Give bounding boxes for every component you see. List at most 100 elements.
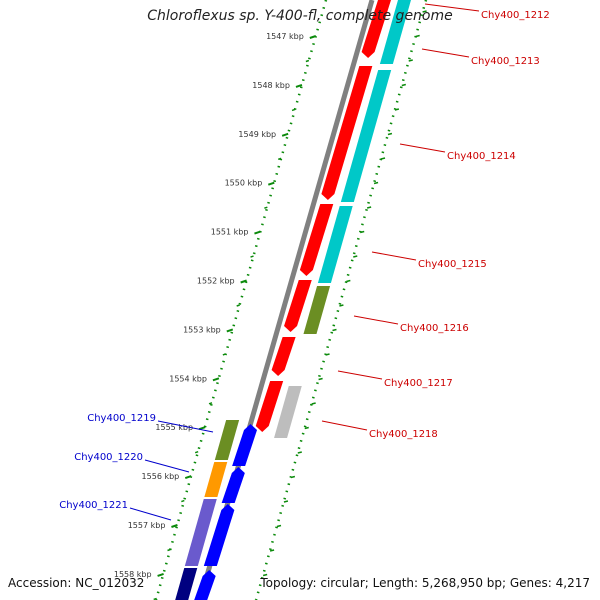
cds-block-chy400-1212: [361, 0, 391, 58]
ruler-tick-label: 1556 kbp: [142, 472, 180, 481]
outer-track-tick: [339, 304, 344, 307]
ruler-minor-tick: [208, 402, 213, 405]
outer-track-tick: [394, 108, 400, 111]
ruler-major-tick: [212, 377, 220, 382]
outer-track-tick: [360, 230, 365, 234]
feature-track: [175, 0, 411, 600]
ruler-tick-label: 1548 kbp: [252, 81, 290, 90]
leader-line: [144, 459, 190, 473]
outer-track-tick: [318, 377, 323, 381]
cog-block-chy400-1214: [340, 70, 392, 202]
ruler-major-tick: [157, 572, 164, 577]
outer-track-tick: [269, 549, 275, 552]
cog-block-chy400-1219: [214, 420, 240, 460]
cds-block-chy400-1214: [321, 66, 373, 200]
ruler-minor-tick: [153, 597, 157, 600]
leader-line: [321, 420, 368, 431]
ruler-major-tick: [254, 230, 261, 235]
ruler-tick-label: 1554 kbp: [169, 374, 207, 383]
outer-track-tick: [262, 573, 268, 577]
outer-track-tick: [373, 181, 379, 185]
gene-label-chy400-1216: Chy400_1216: [400, 323, 469, 334]
ruler-tick-label: 1547 kbp: [266, 32, 304, 41]
ruler-minor-tick: [264, 206, 268, 209]
outer-track-tick: [297, 451, 302, 454]
outer-track-tick: [332, 328, 337, 332]
leader-line: [371, 251, 417, 261]
ruler-tick-label: 1552 kbp: [197, 277, 235, 286]
outer-track-tick: [415, 34, 420, 38]
accession-text: Accession: NC_012032: [8, 576, 145, 590]
ruler-tick-label: 1558 kbp: [114, 570, 152, 579]
cds-block-chy400-1215: [299, 204, 334, 276]
cog-block-chy400-1216: [303, 286, 331, 334]
gene-label-chy400-1215: Chy400_1215: [418, 259, 487, 270]
ruler-minor-tick: [236, 304, 240, 307]
cog-block-chy400-1220: [204, 462, 228, 497]
outer-track-tick: [408, 59, 413, 62]
leader-line: [421, 48, 470, 58]
cds-block-chy400-1222: [194, 570, 216, 600]
ruler-major-tick: [171, 524, 178, 528]
cds-block-chy400-1216: [284, 280, 312, 332]
cds-block-chy400-1220: [221, 467, 245, 503]
gene-label-chy400-1213: Chy400_1213: [471, 56, 540, 67]
ruler-tick-label: 1551 kbp: [211, 228, 249, 237]
cog-block-chy400-1215: [317, 206, 353, 283]
outer-track-tick: [380, 157, 386, 160]
ruler-minor-tick: [291, 108, 296, 112]
ruler-tick-label: 1550 kbp: [225, 179, 263, 188]
outer-track-tick: [304, 426, 309, 430]
cds-block-chy400-1219: [232, 424, 258, 466]
cds-block-chy400-1217: [271, 337, 296, 376]
cds-block-chy400-1221: [203, 504, 235, 566]
ruler-minor-tick: [222, 353, 227, 356]
leader-line: [337, 370, 383, 380]
ruler-track: 1547 kbp 1548 kbp 1549 kbp 1550 kbp 1551 kbp…: [114, 10, 427, 600]
outer-track-tick: [401, 83, 406, 87]
gene-label-chy400-1212: Chy400_1212: [481, 10, 550, 21]
ruler-tick-label: 1557 kbp: [128, 521, 166, 530]
ruler-major-tick: [240, 279, 247, 284]
gene-label-chy400-1219: Chy400_1219: [87, 413, 156, 424]
cds-block-chy400-1218: [255, 381, 284, 432]
gene-label-chy400-1214: Chy400_1214: [447, 151, 516, 162]
leader-line: [129, 507, 172, 521]
outer-track-tick: [422, 10, 427, 13]
outer-track-tick: [276, 524, 282, 528]
gene-label-chy400-1217: Chy400_1217: [384, 378, 453, 389]
cog-block-chy400-1221: [184, 499, 217, 566]
outer-dotted-line: [254, 0, 428, 600]
outer-track-tick: [283, 500, 289, 503]
outer-track-tick: [290, 475, 296, 479]
gene-label-chy400-1218: Chy400_1218: [369, 429, 438, 440]
leader-line: [157, 420, 214, 433]
ruler-tick-label: 1553 kbp: [183, 325, 221, 334]
cog-block-chy400-1222: [175, 568, 198, 600]
leader-line: [424, 3, 480, 12]
leader-line: [353, 315, 399, 325]
outer-track-tick: [387, 132, 393, 136]
ruler-minor-tick: [167, 548, 171, 552]
ruler-major-tick: [226, 328, 234, 333]
outer-track-tick: [311, 402, 316, 405]
gene-label-chy400-1221: Chy400_1221: [59, 500, 128, 511]
ruler-major-tick: [309, 35, 317, 39]
gene-labels: Chy400_1212 Chy400_1213 Chy400_1214 Chy400_…: [59, 3, 550, 521]
map-title: Chloroflexus sp. Y-400-fl, complete geno…: [147, 8, 453, 24]
ruler-minor-tick: [181, 499, 185, 503]
ruler-tick-label: 1549 kbp: [238, 130, 276, 139]
ruler-minor-tick: [305, 59, 310, 63]
ruler-tick-label: 1555 kbp: [155, 423, 193, 432]
ruler-minor-tick: [277, 157, 282, 161]
ruler-major-tick: [198, 426, 206, 431]
ruler-major-tick: [267, 181, 275, 186]
ruler-minor-tick: [194, 450, 199, 454]
cog-block-chy400-1212: [379, 0, 411, 64]
ruler-major-tick: [281, 132, 289, 137]
leader-line: [399, 143, 446, 153]
outer-track-tick: [325, 353, 330, 356]
ruler-major-tick: [184, 475, 192, 480]
genome-summary: Topology: circular; Length: 5,268,950 bp…: [260, 576, 590, 590]
